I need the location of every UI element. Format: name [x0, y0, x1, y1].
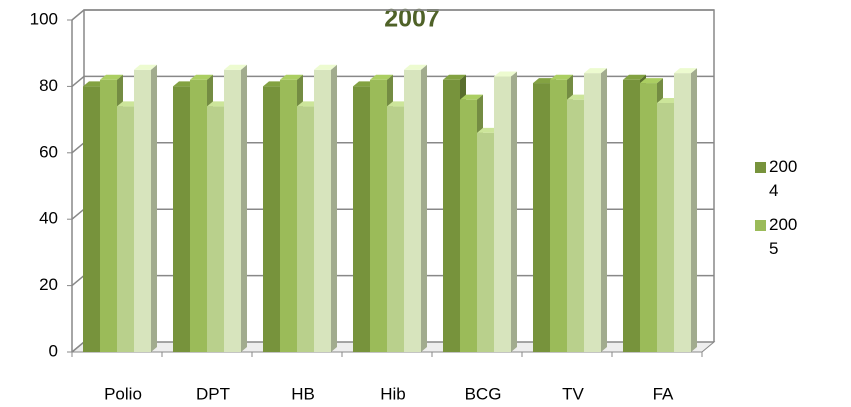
bar — [134, 64, 157, 353]
bar-top — [134, 64, 157, 70]
bar-front — [460, 99, 477, 353]
grid-line — [71, 142, 85, 154]
bar-front — [533, 83, 550, 352]
bar-front — [657, 103, 674, 352]
legend-label: 2004 — [769, 157, 798, 200]
y-tick-label: 40 — [39, 209, 58, 228]
bar-top — [640, 78, 663, 84]
bar-top — [674, 68, 697, 74]
legend-swatch — [755, 220, 766, 231]
bar-side — [421, 64, 427, 353]
legend-item: 2004 — [755, 155, 799, 203]
bar-front — [134, 69, 151, 353]
x-tick-label: HB — [291, 384, 315, 403]
y-tick-label: 80 — [39, 76, 58, 95]
bar-top — [314, 64, 337, 70]
bar-front — [404, 69, 421, 353]
x-tick-label: BCG — [465, 384, 502, 403]
legend-swatch — [755, 162, 766, 173]
bar-top — [224, 64, 247, 70]
bar-front — [387, 106, 404, 352]
bar-top — [443, 74, 466, 80]
grid-line — [71, 208, 85, 220]
x-tick-label: DPT — [196, 384, 230, 403]
y-tick-label: 60 — [39, 142, 58, 161]
bar-side — [241, 64, 247, 353]
bar-top — [100, 74, 123, 80]
bar-top — [280, 74, 303, 80]
bar-top — [370, 74, 393, 80]
bar-front — [117, 106, 134, 352]
bar — [224, 64, 247, 353]
bar-front — [263, 86, 280, 353]
bar-top — [404, 64, 427, 70]
bar-front — [224, 69, 241, 353]
grid-line — [71, 9, 85, 21]
legend-label: 2005 — [769, 215, 798, 258]
bar-side — [601, 68, 607, 353]
bar — [584, 68, 607, 353]
x-tick-label: Polio — [104, 384, 142, 403]
bar-top — [623, 74, 646, 80]
bar-front — [550, 79, 567, 352]
bar-front — [584, 73, 601, 353]
bar-side — [511, 71, 517, 352]
legend-item: 2005 — [755, 213, 799, 261]
x-tick-label: FA — [653, 384, 674, 403]
x-tick-label: TV — [562, 384, 584, 403]
bar-side — [691, 68, 697, 353]
y-tick-label: 20 — [39, 275, 58, 294]
bar — [404, 64, 427, 353]
bar-front — [567, 99, 584, 353]
bar-top — [494, 71, 517, 77]
chart-title: 2007 — [384, 5, 440, 33]
grid-line — [71, 341, 85, 353]
bar — [314, 64, 337, 353]
bar-front — [640, 83, 657, 352]
grid-line — [71, 75, 85, 87]
bar-front — [280, 79, 297, 352]
bar-front — [297, 106, 314, 352]
bar-front — [674, 73, 691, 353]
bar-front — [190, 79, 207, 352]
bar-front — [314, 69, 331, 353]
bar-front — [173, 86, 190, 353]
bar-front — [494, 76, 511, 352]
bar-front — [443, 79, 460, 352]
bar-top — [584, 68, 607, 74]
y-tick-label: 0 — [49, 341, 58, 360]
bar-front — [623, 79, 640, 352]
bar-front — [477, 132, 494, 352]
bar-front — [353, 86, 370, 353]
bar-front — [83, 86, 100, 353]
bar-front — [207, 106, 224, 352]
bar — [494, 71, 517, 352]
bar-side — [151, 64, 157, 353]
bar — [674, 68, 697, 353]
bar-top — [460, 94, 483, 100]
y-tick-label: 100 — [30, 9, 58, 28]
bar-side — [331, 64, 337, 353]
bar-top — [190, 74, 213, 80]
grid-line — [71, 275, 85, 287]
x-tick-label: Hib — [380, 384, 406, 403]
bar-front — [100, 79, 117, 352]
bar-front — [370, 79, 387, 352]
bar-top — [550, 74, 573, 80]
